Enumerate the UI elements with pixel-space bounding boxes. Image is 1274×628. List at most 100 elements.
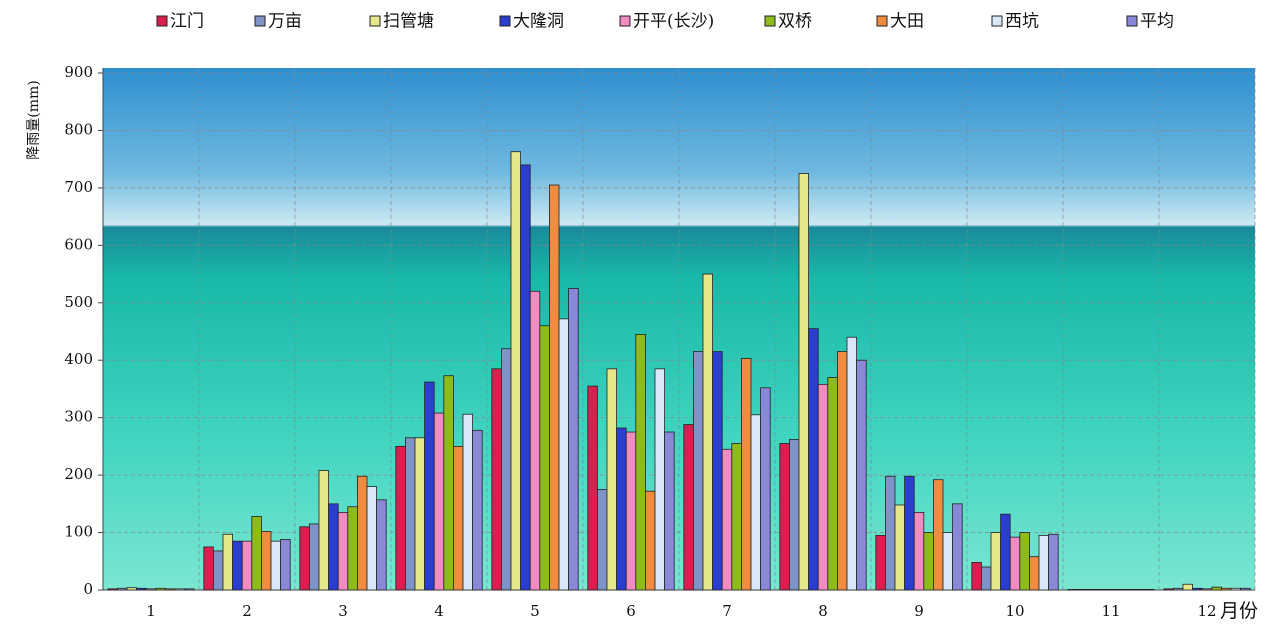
bar (597, 489, 608, 591)
y-tick-label: 900 (64, 63, 93, 81)
bar (500, 348, 512, 591)
bar (232, 540, 243, 591)
bar (1009, 536, 1021, 591)
bar (837, 351, 848, 591)
bar (1192, 587, 1203, 591)
bar (145, 588, 157, 591)
bar (1240, 587, 1251, 591)
bar (654, 368, 666, 591)
y-tick-label: 500 (64, 293, 93, 311)
bar (721, 448, 733, 591)
bar (568, 288, 579, 591)
bar (817, 383, 829, 591)
bar (827, 377, 838, 591)
legend-swatch (1126, 15, 1138, 27)
bar (1038, 535, 1050, 591)
bar (904, 475, 915, 591)
bar (356, 475, 368, 591)
bar (424, 381, 435, 591)
x-tick-label: 10 (1005, 602, 1024, 620)
y-tick-label: 400 (64, 350, 93, 368)
bar (347, 506, 358, 591)
bar (1173, 587, 1184, 591)
x-tick-label: 7 (722, 602, 732, 620)
legend-swatch (876, 15, 888, 27)
bar (683, 424, 694, 591)
bar (625, 431, 637, 591)
bar (241, 540, 253, 591)
bar (270, 540, 282, 591)
bar (433, 412, 445, 591)
bar (798, 173, 810, 591)
x-tick-label: 12 (1197, 602, 1216, 620)
bar (731, 443, 742, 591)
bar (136, 587, 147, 591)
bar (875, 535, 886, 591)
y-tick-label: 100 (64, 523, 93, 541)
bar (616, 427, 627, 591)
bar (712, 351, 723, 591)
legend-swatch (499, 15, 511, 27)
bar (1221, 587, 1232, 591)
bar (846, 336, 858, 591)
bar (856, 359, 867, 591)
bar (318, 470, 330, 591)
bar (789, 439, 800, 591)
bar (1077, 589, 1088, 591)
bar (1125, 589, 1136, 591)
y-tick-label: 600 (64, 235, 93, 253)
legend-label: 大田 (890, 12, 924, 32)
bar (472, 429, 483, 591)
legend-swatch (619, 15, 631, 27)
x-tick-label: 8 (818, 602, 828, 620)
bar (251, 516, 262, 591)
bar (280, 539, 291, 591)
bar (299, 526, 310, 591)
legend-swatch (369, 15, 381, 27)
legend-swatch (156, 15, 168, 27)
bar (404, 437, 416, 591)
bar (1134, 589, 1146, 591)
legend-label: 双桥 (778, 12, 812, 32)
bar (1182, 583, 1194, 591)
bar (1163, 588, 1174, 591)
legend-label: 平均 (1140, 12, 1174, 32)
y-tick-label: 200 (64, 465, 93, 483)
bar (1086, 589, 1098, 591)
bar (212, 550, 224, 591)
legend-swatch (254, 15, 266, 27)
legend-label: 万亩 (268, 12, 302, 32)
bar (126, 587, 138, 591)
bar (452, 445, 464, 591)
bar (1048, 533, 1059, 591)
bar (971, 562, 982, 591)
bar (606, 368, 618, 591)
legend-swatch (991, 15, 1003, 27)
bar (587, 385, 598, 591)
x-tick-label: 9 (914, 602, 924, 620)
legend-label: 江门 (170, 12, 204, 32)
bar (308, 523, 320, 591)
y-tick-label: 300 (64, 408, 93, 426)
bar (539, 325, 550, 591)
bar (155, 587, 166, 591)
bar (395, 445, 406, 591)
legend-label: 开平(长沙) (633, 12, 714, 32)
legend: 江门 万亩 扫管塘 大隆洞 开平(长沙) 双桥 大田 西坑 平均 (156, 12, 1174, 32)
bar (990, 532, 1002, 591)
bar (1230, 587, 1242, 591)
bar (1067, 589, 1078, 591)
bar (693, 351, 704, 591)
bar (117, 587, 128, 591)
bar (913, 512, 925, 591)
bar (107, 588, 118, 591)
bar (203, 546, 214, 591)
bar (184, 588, 195, 591)
y-tick-label: 800 (64, 120, 93, 138)
bar (702, 273, 714, 591)
legend-label: 大隆洞 (513, 12, 564, 32)
bar (760, 387, 771, 591)
x-tick-label: 11 (1101, 602, 1120, 620)
bar (529, 290, 541, 591)
x-tick-label: 6 (626, 602, 636, 620)
